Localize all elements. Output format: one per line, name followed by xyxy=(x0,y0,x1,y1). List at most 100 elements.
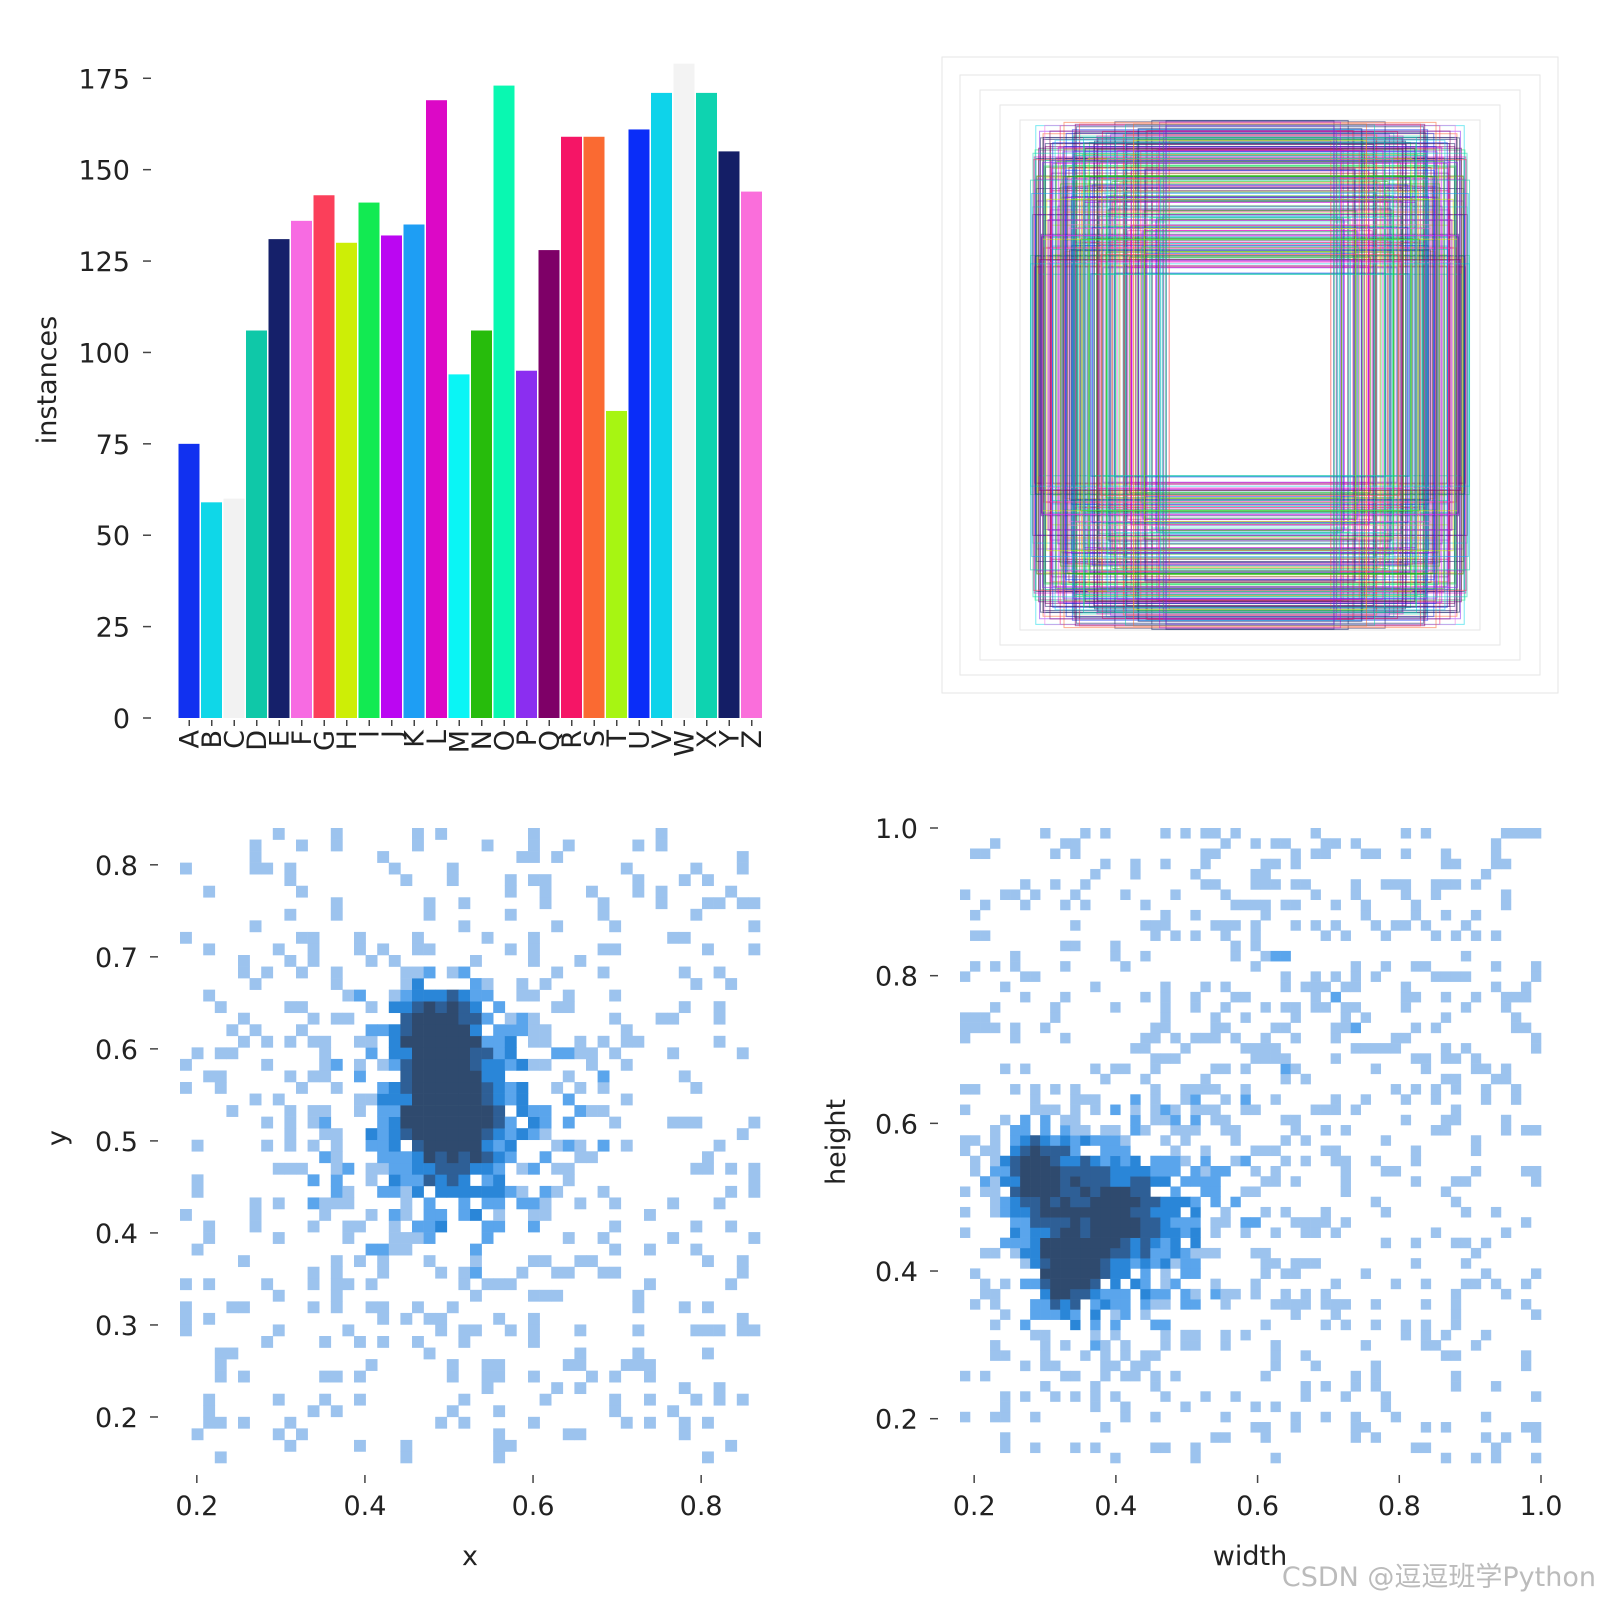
heatmap-cell xyxy=(1440,1043,1452,1054)
heatmap-cell xyxy=(1420,828,1432,839)
heatmap-cell xyxy=(1190,1247,1201,1259)
heatmap-cell xyxy=(1430,930,1442,941)
heatmap-cell xyxy=(562,1070,575,1083)
heatmap-cell xyxy=(1350,1381,1361,1392)
heatmap-cell xyxy=(960,971,971,982)
heatmap-cell xyxy=(1060,838,1071,849)
heatmap-cell xyxy=(1470,991,1482,1003)
heatmap-cell xyxy=(1270,858,1281,870)
bar-J xyxy=(381,235,402,718)
heatmap-cell xyxy=(1440,1125,1452,1136)
heatmap-cell xyxy=(1200,848,1211,860)
heatmap-cell xyxy=(1410,1176,1422,1187)
wh-heatmap: 0.20.40.60.81.0 0.2 0.4 0.6 0.8 1.0 width he… xyxy=(821,814,1562,1572)
heatmap-cell xyxy=(1080,1155,1091,1167)
heatmap-cell xyxy=(632,1347,645,1360)
heatmap-cell xyxy=(1160,1012,1171,1023)
heatmap-cell xyxy=(504,1128,517,1141)
heatmap-cell xyxy=(319,1209,332,1221)
heatmap-cell xyxy=(1080,1278,1091,1290)
heatmap-cell xyxy=(990,1299,1001,1310)
heatmap-cell xyxy=(1070,940,1081,952)
heatmap-cell xyxy=(435,1047,448,1060)
heatmap-cell xyxy=(1250,1053,1261,1064)
faint-box xyxy=(999,104,1501,646)
bar-xtick-label: C xyxy=(219,730,250,749)
heatmap-cell xyxy=(1000,889,1011,900)
heatmap-cell xyxy=(203,1393,216,1406)
heatmap-cell xyxy=(667,931,680,944)
heatmap-cell xyxy=(1470,1165,1482,1177)
heatmap-cell xyxy=(1440,1012,1452,1023)
heatmap-cell xyxy=(990,1155,1001,1167)
box xyxy=(1084,147,1416,603)
heatmap-cell xyxy=(446,1024,459,1037)
heatmap-cell xyxy=(1250,920,1261,931)
heatmap-cell xyxy=(1060,1247,1071,1259)
heatmap-cell xyxy=(412,989,424,1002)
heatmap-cell xyxy=(574,1082,587,1094)
heatmap-cell xyxy=(1090,1381,1101,1392)
heatmap-cell xyxy=(1250,1165,1261,1177)
bar-N xyxy=(471,330,492,718)
heatmap-cell xyxy=(1430,1125,1442,1136)
heatmap-cell xyxy=(960,1145,971,1157)
box xyxy=(1144,169,1356,581)
heatmap-cell xyxy=(470,1070,482,1083)
bar-X xyxy=(696,92,717,718)
heatmap-cell xyxy=(713,1012,726,1025)
heatmap-cell xyxy=(528,1370,540,1383)
heatmap-cell xyxy=(667,1116,680,1129)
heatmap-cell xyxy=(1300,1288,1311,1300)
heatmap-cell xyxy=(1070,1391,1081,1402)
box xyxy=(1131,224,1369,526)
heatmap-cell xyxy=(1080,1125,1091,1136)
heatmap-cell xyxy=(1440,1186,1452,1198)
box xyxy=(1076,249,1424,501)
box xyxy=(1043,165,1457,585)
heatmap-cell xyxy=(713,1324,726,1337)
heatmap-cell xyxy=(1500,1288,1512,1300)
heatmap-cell xyxy=(655,885,668,898)
heatmap-cell xyxy=(1280,1053,1291,1064)
heatmap-cell xyxy=(1380,1391,1392,1402)
heatmap-ytick-label: 0.4 xyxy=(95,1219,138,1250)
heatmap-cell xyxy=(435,1105,448,1117)
heatmap-cell xyxy=(423,1128,436,1141)
heatmap-cell xyxy=(1430,1227,1442,1238)
heatmap-cell xyxy=(1410,909,1422,921)
heatmap-cell xyxy=(1100,1299,1111,1310)
heatmap-cell xyxy=(470,955,482,967)
heatmap-cell xyxy=(1050,1155,1061,1167)
heatmap-cell xyxy=(1190,1196,1201,1208)
heatmap-cell xyxy=(470,1024,482,1037)
heatmap-cell xyxy=(736,897,749,910)
heatmap-cell xyxy=(574,1428,587,1441)
box xyxy=(1032,152,1468,598)
heatmap-cell xyxy=(1320,1002,1331,1013)
heatmap-cell xyxy=(1360,1268,1372,1279)
heatmap-cell xyxy=(412,839,424,852)
heatmap-cell xyxy=(388,1151,401,1164)
heatmap-cell xyxy=(435,1324,448,1337)
heatmap-cell xyxy=(330,1278,343,1291)
heatmap-cell xyxy=(1490,1381,1502,1392)
heatmap-cell xyxy=(423,1047,436,1060)
heatmap-cell xyxy=(1040,1145,1051,1157)
heatmap-cell xyxy=(528,931,540,944)
heatmap-cell xyxy=(1130,1247,1141,1259)
heatmap-cell xyxy=(528,1209,540,1221)
heatmap-cell xyxy=(1360,1094,1372,1105)
heatmap-cell xyxy=(203,1405,216,1418)
heatmap-cell xyxy=(1200,1391,1211,1402)
heatmap-cell xyxy=(493,1405,506,1418)
heatmap-cell xyxy=(1160,1002,1171,1013)
box xyxy=(1038,259,1462,491)
heatmap-cell xyxy=(690,978,703,990)
heatmap-cell xyxy=(1330,1309,1341,1320)
heatmap-cell xyxy=(1340,1165,1351,1177)
heatmap-cell xyxy=(1090,1196,1101,1208)
heatmap-cell xyxy=(446,1047,459,1060)
heatmap-cell xyxy=(1190,1268,1201,1279)
heatmap-cell xyxy=(1520,1165,1532,1177)
